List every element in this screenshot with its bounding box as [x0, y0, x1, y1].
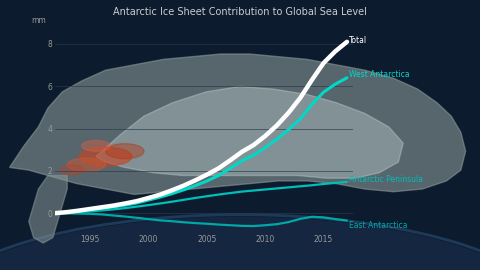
Ellipse shape — [67, 158, 106, 171]
Text: East Antarctica: East Antarctica — [349, 221, 408, 231]
Ellipse shape — [106, 144, 144, 159]
Text: Antarctic Peninsula: Antarctic Peninsula — [349, 175, 423, 184]
Polygon shape — [96, 86, 403, 178]
Text: Total: Total — [349, 36, 368, 45]
Ellipse shape — [82, 140, 110, 151]
Polygon shape — [10, 54, 466, 194]
Text: Antarctic Ice Sheet Contribution to Global Sea Level: Antarctic Ice Sheet Contribution to Glob… — [113, 7, 367, 17]
Ellipse shape — [0, 217, 480, 270]
Polygon shape — [29, 176, 67, 243]
Ellipse shape — [60, 165, 84, 175]
Text: mm: mm — [31, 16, 46, 25]
Ellipse shape — [79, 147, 132, 166]
Text: West Antarctica: West Antarctica — [349, 70, 410, 79]
